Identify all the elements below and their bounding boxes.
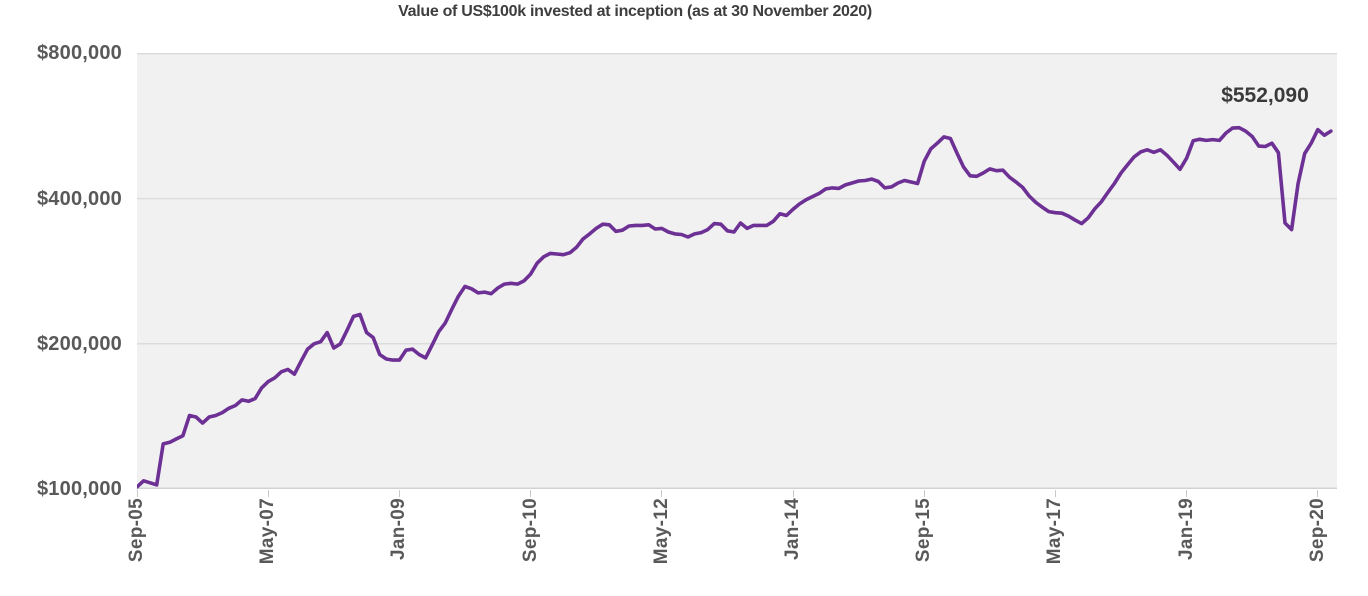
y-axis-label: $200,000 bbox=[36, 332, 122, 355]
x-axis-tick bbox=[792, 490, 794, 497]
x-axis-tick bbox=[136, 490, 138, 497]
y-axis-label: $400,000 bbox=[36, 187, 122, 210]
chart-title: Value of US$100k invested at inception (… bbox=[398, 3, 872, 20]
y-axis-label: $800,000 bbox=[36, 42, 122, 65]
x-axis-tick bbox=[1317, 490, 1319, 497]
x-axis-label: May-12 bbox=[650, 498, 672, 565]
data-line bbox=[137, 125, 1333, 489]
x-axis-tick bbox=[1186, 490, 1188, 497]
x-axis-label: May-17 bbox=[1044, 498, 1066, 565]
x-axis-tick bbox=[1054, 490, 1056, 497]
x-axis-label: May-07 bbox=[257, 498, 279, 565]
end-value-label: $552,090 bbox=[1221, 84, 1309, 107]
x-axis-tick bbox=[398, 490, 400, 497]
plot-svg bbox=[137, 53, 1337, 489]
x-axis-tick bbox=[530, 490, 532, 497]
x-axis-tick bbox=[661, 490, 663, 497]
plot-area bbox=[137, 53, 1337, 489]
y-axis-label: $100,000 bbox=[36, 478, 122, 500]
x-axis-label: Sep-10 bbox=[519, 498, 541, 563]
x-axis-label: Sep-15 bbox=[913, 498, 935, 563]
x-axis-label: Jan-14 bbox=[782, 498, 803, 561]
x-axis-label: Jan-19 bbox=[1175, 498, 1197, 561]
x-axis-label: Jan-09 bbox=[388, 498, 410, 561]
x-axis-tick bbox=[267, 490, 269, 497]
x-axis-label: Sep-20 bbox=[1306, 498, 1328, 563]
x-axis-tick bbox=[923, 490, 925, 497]
x-axis-label: Sep-05 bbox=[126, 498, 147, 563]
